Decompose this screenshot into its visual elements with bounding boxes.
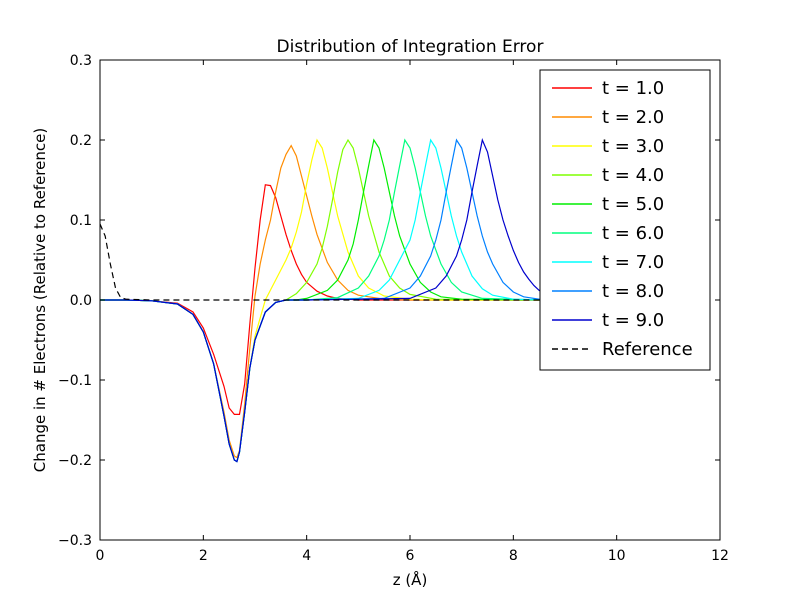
legend-label: t = 8.0 bbox=[602, 281, 664, 302]
x-tick-label: 4 bbox=[302, 548, 311, 564]
x-tick-label: 12 bbox=[711, 548, 729, 564]
y-tick-label: 0.1 bbox=[70, 213, 92, 229]
legend: t = 1.0 t = 2.0 t = 3.0 t = 4.0 t = 5.0 t = 6… bbox=[539, 69, 711, 371]
x-tick-label: 10 bbox=[608, 548, 626, 564]
x-tick-label: 2 bbox=[199, 548, 208, 564]
x-tick-label: 8 bbox=[509, 548, 518, 564]
legend-label: t = 7.0 bbox=[602, 252, 664, 273]
x-tick-label: 0 bbox=[96, 548, 105, 564]
legend-label: Reference bbox=[602, 339, 693, 360]
series-line-9 bbox=[100, 137, 545, 463]
series-line-10 bbox=[100, 223, 545, 301]
legend-label: t = 4.0 bbox=[602, 165, 664, 186]
chart-title: Distribution of Integration Error bbox=[277, 37, 544, 57]
series-group bbox=[100, 137, 545, 463]
legend-label: t = 6.0 bbox=[602, 223, 664, 244]
x-axis: 0 2 4 6 8 10 12 bbox=[96, 60, 729, 564]
legend-label: t = 9.0 bbox=[602, 310, 664, 331]
legend-label: t = 1.0 bbox=[602, 78, 664, 99]
y-tick-label: 0.0 bbox=[70, 293, 92, 309]
y-tick-label: 0.3 bbox=[70, 53, 92, 69]
y-tick-label: −0.2 bbox=[58, 453, 92, 469]
x-tick-label: 6 bbox=[406, 548, 415, 564]
legend-label: t = 3.0 bbox=[602, 136, 664, 157]
y-tick-label: 0.2 bbox=[70, 133, 92, 149]
legend-label: t = 5.0 bbox=[602, 194, 664, 215]
y-axis-title: Change in # Electrons (Relative to Refer… bbox=[31, 128, 49, 472]
x-axis-title: z (Å) bbox=[393, 570, 428, 589]
y-tick-label: −0.3 bbox=[58, 533, 92, 549]
y-tick-label: −0.1 bbox=[58, 373, 92, 389]
y-axis: 0.3 0.2 0.1 0.0 −0.1 −0.2 −0.3 bbox=[58, 53, 720, 549]
legend-label: t = 2.0 bbox=[602, 107, 664, 128]
